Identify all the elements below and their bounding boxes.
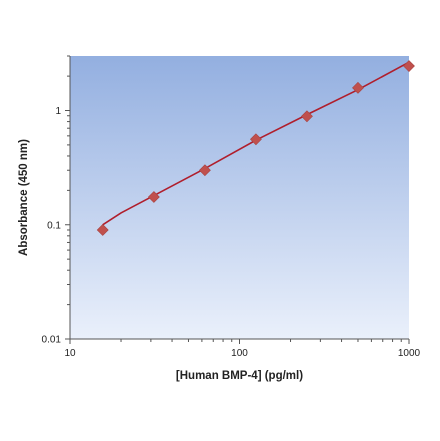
data-point: [250, 133, 262, 146]
data-point: [403, 60, 415, 72]
fit-line-group: [102, 61, 410, 226]
data-point: [96, 224, 109, 236]
axes: [65, 55, 410, 344]
data-point: [147, 191, 160, 203]
data-point: [198, 164, 211, 177]
fit-line: [102, 61, 410, 226]
tick-labels: 10 100 1000 0.01 0.1 1: [42, 106, 421, 359]
x-tick-label: 1000: [398, 348, 421, 359]
data-point: [352, 81, 364, 94]
y-tick-label: 0.1: [47, 220, 61, 231]
x-axis-label: [Human BMP-4] (pg/ml): [176, 370, 303, 382]
data-points: [96, 60, 415, 236]
x-tick-label: 10: [64, 348, 76, 359]
plot-area: [70, 56, 409, 339]
x-tick-label: 100: [231, 348, 248, 359]
y-tick-label: 1: [55, 106, 61, 117]
data-point: [301, 110, 313, 123]
y-axis-label: Absorbance (450 nm): [18, 139, 30, 256]
y-tick-label: 0.01: [42, 335, 62, 346]
